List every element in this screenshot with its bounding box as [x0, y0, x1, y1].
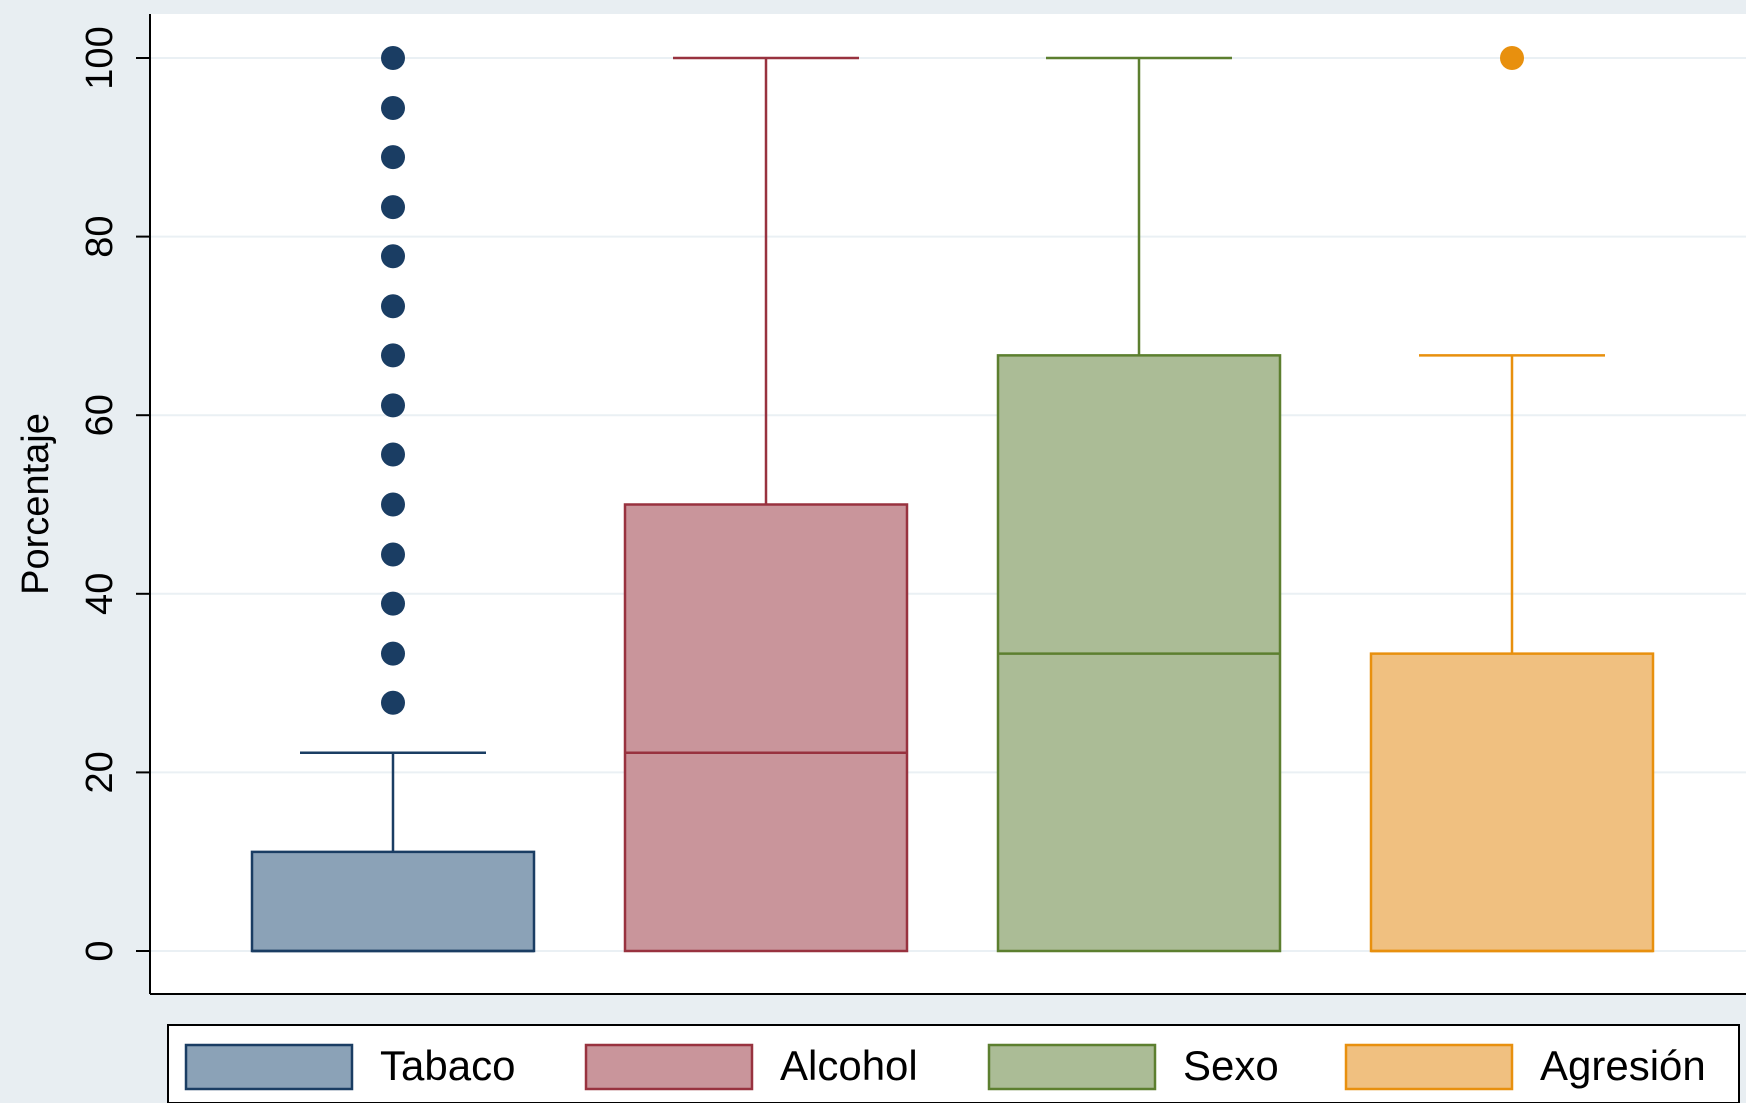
outlier-0-11 [381, 145, 405, 170]
box-iqr-0 [250, 850, 536, 953]
box-iqr-1 [623, 503, 909, 953]
box-2 [996, 56, 1282, 953]
legend-label-3: Agresión [1540, 1042, 1706, 1089]
y-tick-label-0: 0 [79, 940, 121, 961]
y-tick-label-4: 80 [79, 215, 121, 257]
outlier-0-7 [381, 343, 405, 368]
legend-label-2: Sexo [1183, 1042, 1279, 1089]
outlier-0-8 [381, 294, 405, 319]
outlier-0-0 [381, 690, 405, 715]
legend-label-1: Alcohol [780, 1042, 918, 1089]
outlier-0-4 [381, 492, 405, 517]
legend-key-2 [987, 1043, 1157, 1091]
legend-key-3 [1344, 1043, 1514, 1091]
outlier-3-0 [1500, 46, 1524, 70]
box-1 [623, 56, 909, 953]
box-plots [250, 46, 1655, 953]
outlier-0-3 [381, 542, 405, 567]
legend-label-0: Tabaco [380, 1042, 515, 1089]
outlier-0-5 [381, 442, 405, 467]
y-tick-label-2: 40 [79, 573, 121, 615]
outlier-0-12 [381, 96, 405, 121]
outlier-0-2 [381, 591, 405, 616]
outlier-0-6 [381, 393, 405, 418]
outlier-0-9 [381, 244, 405, 269]
y-axis-label: Porcentaje [15, 413, 57, 595]
y-tick-label-3: 60 [79, 394, 121, 436]
outlier-0-13 [381, 46, 405, 70]
legend-items: Tabaco Alcohol Sexo Agresión [184, 1042, 1706, 1091]
legend-key-0 [184, 1043, 354, 1091]
outlier-0-10 [381, 195, 405, 220]
box-0 [250, 46, 536, 953]
box-iqr-3 [1369, 652, 1655, 953]
outlier-0-1 [381, 641, 405, 666]
y-tick-label-5: 100 [79, 26, 121, 89]
box-3 [1369, 46, 1655, 953]
y-axis-ticks: 0 20 40 60 80 100 [79, 26, 150, 962]
legend-key-1 [584, 1043, 754, 1091]
y-tick-label-1: 20 [79, 751, 121, 793]
